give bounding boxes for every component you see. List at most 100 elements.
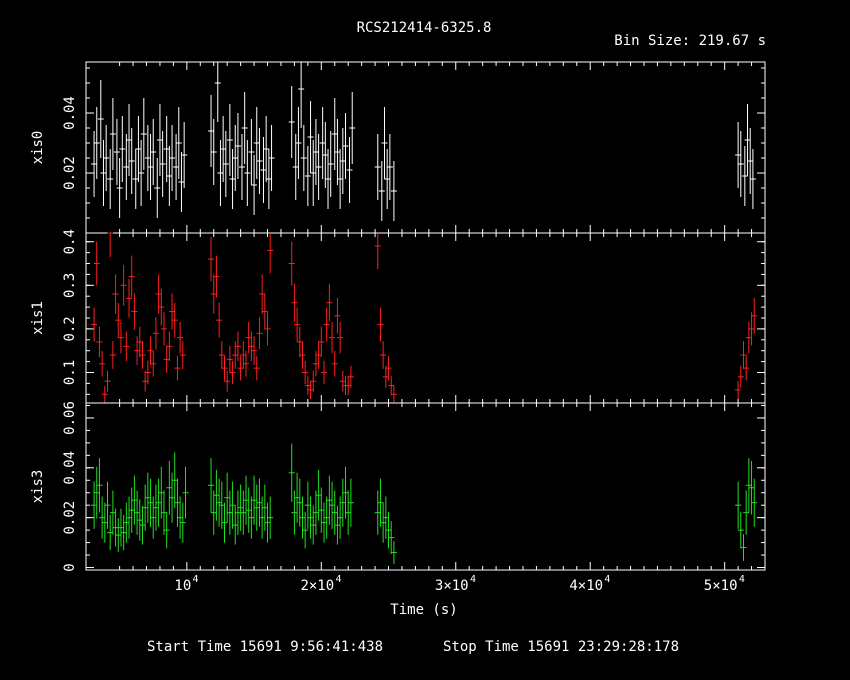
y-tick-label: 0.4 bbox=[62, 229, 78, 254]
data-point bbox=[144, 360, 151, 385]
data-point bbox=[331, 98, 338, 170]
data-point bbox=[217, 140, 224, 206]
data-point bbox=[374, 134, 381, 200]
data-point bbox=[139, 341, 146, 369]
data-point bbox=[208, 236, 215, 282]
data-point bbox=[751, 478, 758, 527]
data-point bbox=[261, 484, 268, 531]
data-point bbox=[169, 125, 176, 191]
data-point bbox=[144, 125, 151, 191]
data-point bbox=[740, 341, 747, 369]
data-point bbox=[101, 502, 108, 543]
data-point bbox=[216, 302, 223, 338]
data-point bbox=[310, 370, 317, 392]
data-point bbox=[248, 331, 255, 362]
data-point bbox=[302, 360, 309, 385]
x-axis-ticks: 10 4 2×10 4 3×10 4 4×10 4 5×10 4 bbox=[174, 574, 744, 594]
data-point bbox=[238, 134, 245, 200]
data-point bbox=[152, 484, 159, 531]
data-point bbox=[339, 370, 346, 392]
data-point bbox=[390, 385, 397, 403]
data-point bbox=[224, 472, 231, 523]
data-point bbox=[174, 478, 181, 527]
data-point bbox=[388, 375, 395, 396]
data-point bbox=[288, 443, 295, 502]
data-point bbox=[253, 355, 260, 381]
data-point bbox=[381, 107, 388, 179]
chart-title: RCS212414-6325.8 bbox=[357, 20, 492, 36]
data-point bbox=[302, 511, 309, 549]
data-point bbox=[234, 331, 241, 362]
data-point bbox=[386, 134, 393, 200]
data-point bbox=[208, 458, 215, 513]
data-point bbox=[390, 540, 397, 565]
data-point bbox=[216, 478, 223, 527]
data-point bbox=[128, 128, 135, 194]
data-point bbox=[310, 140, 317, 206]
data-point bbox=[134, 336, 141, 366]
data-point bbox=[174, 355, 181, 381]
data-point bbox=[229, 149, 236, 209]
data-point bbox=[229, 481, 236, 529]
data-point bbox=[140, 98, 147, 170]
data-point bbox=[155, 274, 162, 314]
data-point bbox=[126, 496, 133, 539]
data-point bbox=[179, 502, 186, 543]
x-tick-exponent: 4 bbox=[335, 574, 341, 585]
data-point bbox=[342, 466, 349, 519]
data-point bbox=[221, 355, 228, 381]
data-point bbox=[334, 119, 341, 185]
data-point bbox=[735, 481, 742, 529]
data-point bbox=[299, 496, 306, 539]
data-point bbox=[377, 478, 384, 527]
data-point bbox=[91, 131, 98, 197]
data-point bbox=[737, 131, 744, 197]
data-point bbox=[169, 472, 176, 523]
data-point bbox=[349, 92, 356, 164]
data-point bbox=[737, 365, 744, 388]
panel-xis1: 0.1 0.2 0.3 0.4 xis1 bbox=[30, 229, 766, 404]
data-point bbox=[251, 155, 258, 215]
data-point bbox=[304, 481, 311, 529]
data-point bbox=[748, 460, 755, 515]
data-point bbox=[745, 321, 752, 354]
y-tick-label: 0.1 bbox=[62, 360, 78, 385]
data-point bbox=[93, 241, 100, 286]
data-point bbox=[132, 149, 139, 209]
data-point bbox=[134, 490, 141, 535]
x-axis-label: Time (s) bbox=[390, 602, 457, 618]
data-point bbox=[744, 104, 751, 176]
data-point bbox=[334, 298, 341, 334]
data-point bbox=[244, 140, 251, 206]
data-point bbox=[323, 496, 330, 539]
data-point bbox=[120, 514, 127, 551]
data-point bbox=[743, 355, 750, 381]
data-point bbox=[251, 475, 258, 525]
data-point bbox=[234, 490, 241, 535]
data-point bbox=[264, 312, 271, 346]
data-point bbox=[322, 122, 329, 188]
data-point bbox=[260, 137, 267, 203]
data-point bbox=[123, 134, 130, 200]
data-point bbox=[93, 107, 100, 179]
panel-frame bbox=[85, 61, 766, 234]
data-point bbox=[136, 326, 143, 358]
data-point bbox=[300, 125, 307, 191]
data-point bbox=[150, 496, 157, 539]
data-point bbox=[178, 152, 185, 212]
data-point bbox=[291, 283, 298, 322]
data-point bbox=[109, 341, 116, 369]
data-point bbox=[208, 95, 215, 167]
data-point bbox=[320, 502, 327, 543]
data-point bbox=[347, 478, 354, 527]
x-tick-exponent: 4 bbox=[192, 574, 198, 585]
y-tick-label: 0.02 bbox=[62, 501, 78, 535]
data-point bbox=[128, 487, 135, 533]
data-point bbox=[334, 505, 341, 545]
data-point bbox=[159, 131, 166, 197]
data-point bbox=[295, 107, 302, 179]
data-point bbox=[245, 321, 252, 354]
data-point bbox=[171, 452, 178, 509]
data-point bbox=[385, 511, 392, 549]
